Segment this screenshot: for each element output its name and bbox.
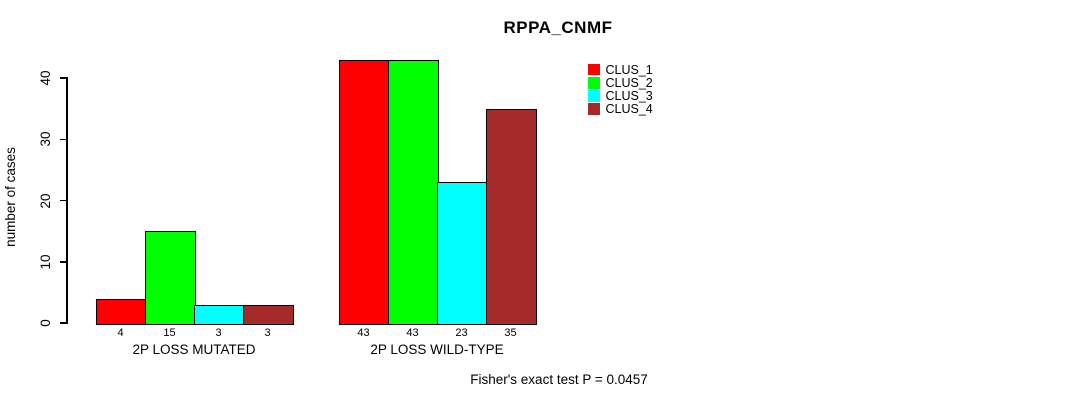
bar-value-label: 4: [117, 327, 124, 339]
y-axis-tick: [60, 199, 66, 202]
bar-clus_2-group1: [145, 231, 196, 325]
legend-swatch-clus_4: [588, 103, 600, 115]
bar-value-label: 15: [163, 327, 176, 339]
y-axis-tick: [60, 322, 66, 324]
bar-value-label: 3: [264, 327, 271, 339]
bar-value-label: 43: [406, 327, 419, 339]
bar-clus_4-group2: [486, 108, 537, 325]
x-group-label: 2P LOSS WILD-TYPE: [370, 342, 504, 357]
y-axis-tick-label: 10: [38, 254, 53, 270]
bar-value-label: 3: [215, 327, 222, 339]
bar-clus_1-group2: [339, 59, 390, 325]
y-axis-tick-label: 40: [38, 70, 53, 86]
y-axis-label: number of cases: [3, 147, 18, 247]
legend-label: CLUS_3: [605, 88, 653, 103]
legend-label: CLUS_1: [605, 62, 653, 77]
y-axis-tick: [60, 138, 66, 140]
legend-label: CLUS_2: [605, 75, 653, 90]
bar-clus_3-group2: [437, 182, 488, 325]
legend-swatch-clus_3: [588, 90, 600, 102]
legend-label: CLUS_4: [605, 102, 653, 117]
bar-clus_3-group1: [194, 304, 245, 325]
y-axis-tick: [60, 261, 66, 263]
x-group-label: 2P LOSS MUTATED: [132, 342, 256, 357]
legend-item: CLUS_2: [588, 75, 653, 90]
legend-swatch-clus_2: [588, 77, 600, 89]
legend-item: CLUS_1: [588, 62, 653, 77]
bar-clus_1-group1: [96, 298, 147, 325]
y-axis-tick-label: 30: [38, 131, 53, 147]
y-axis-tick-label: 20: [38, 192, 53, 209]
legend-swatch-clus_1: [588, 63, 600, 76]
bar-value-label: 35: [504, 327, 517, 339]
bar-value-label: 23: [455, 327, 468, 339]
legend-item: CLUS_3: [588, 88, 653, 103]
y-axis-tick-label: 0: [38, 319, 53, 327]
legend-item: CLUS_4: [588, 102, 653, 117]
legend: CLUS_1 CLUS_2 CLUS_3 CLUS_4: [588, 63, 653, 116]
bar-clus_2-group2: [388, 59, 439, 325]
y-axis-tick: [60, 77, 66, 79]
chart-title: RPPA_CNMF: [503, 18, 613, 37]
annotation-pvalue: Fisher's exact test P = 0.0457: [470, 372, 648, 387]
bar-value-label: 43: [357, 327, 370, 339]
bar-clus_4-group1: [243, 304, 294, 325]
y-axis-line: [66, 77, 68, 324]
